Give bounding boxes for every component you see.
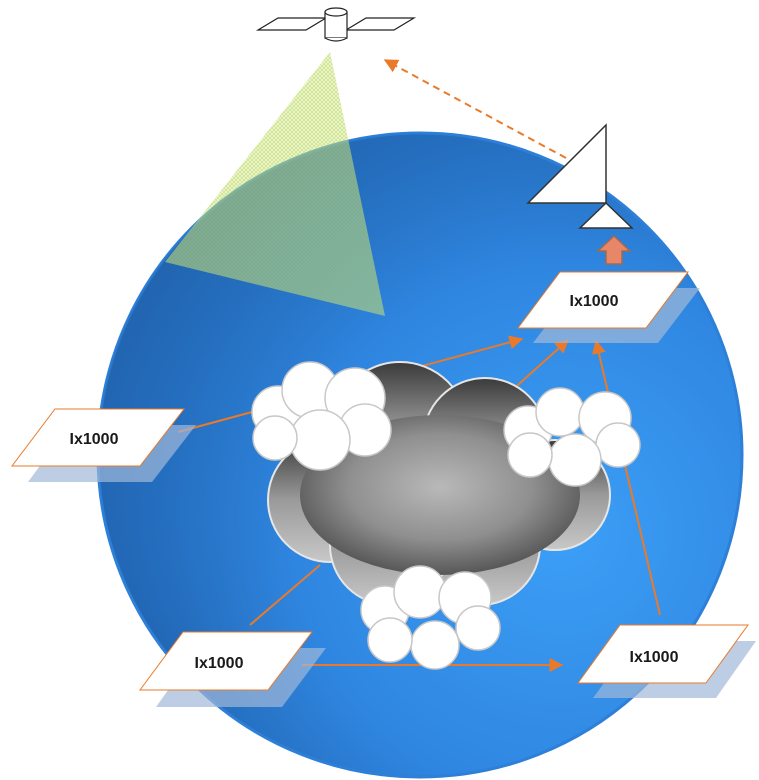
satellite-icon [255,7,417,42]
node-left: Ix1000 [10,408,196,482]
node-bottom-left: Ix1000 [139,631,326,707]
link-cloud-to-top [509,339,570,393]
node-card [577,624,749,684]
node-card [139,631,314,691]
node-top-right: Ix1000 [517,271,700,343]
satellite-uplink-dashed [383,59,567,159]
node-card [517,271,689,329]
satellite-beam [165,52,385,316]
node-label: Ix1000 [195,655,244,672]
link-bottom-left-to-cloud [249,564,321,626]
node-card [10,408,186,467]
white-cloud-left [251,361,392,471]
node-label: Ix1000 [570,293,619,310]
node-label: Ix1000 [630,649,679,666]
node-label: Ix1000 [70,431,119,448]
satellite-dish-icon [526,123,634,229]
white-cloud-bottom [360,565,501,670]
node-bottom-right: Ix1000 [577,624,756,698]
link-right-to-top [592,339,661,616]
up-arrow-icon [596,234,632,265]
white-cloud-right [503,387,641,487]
